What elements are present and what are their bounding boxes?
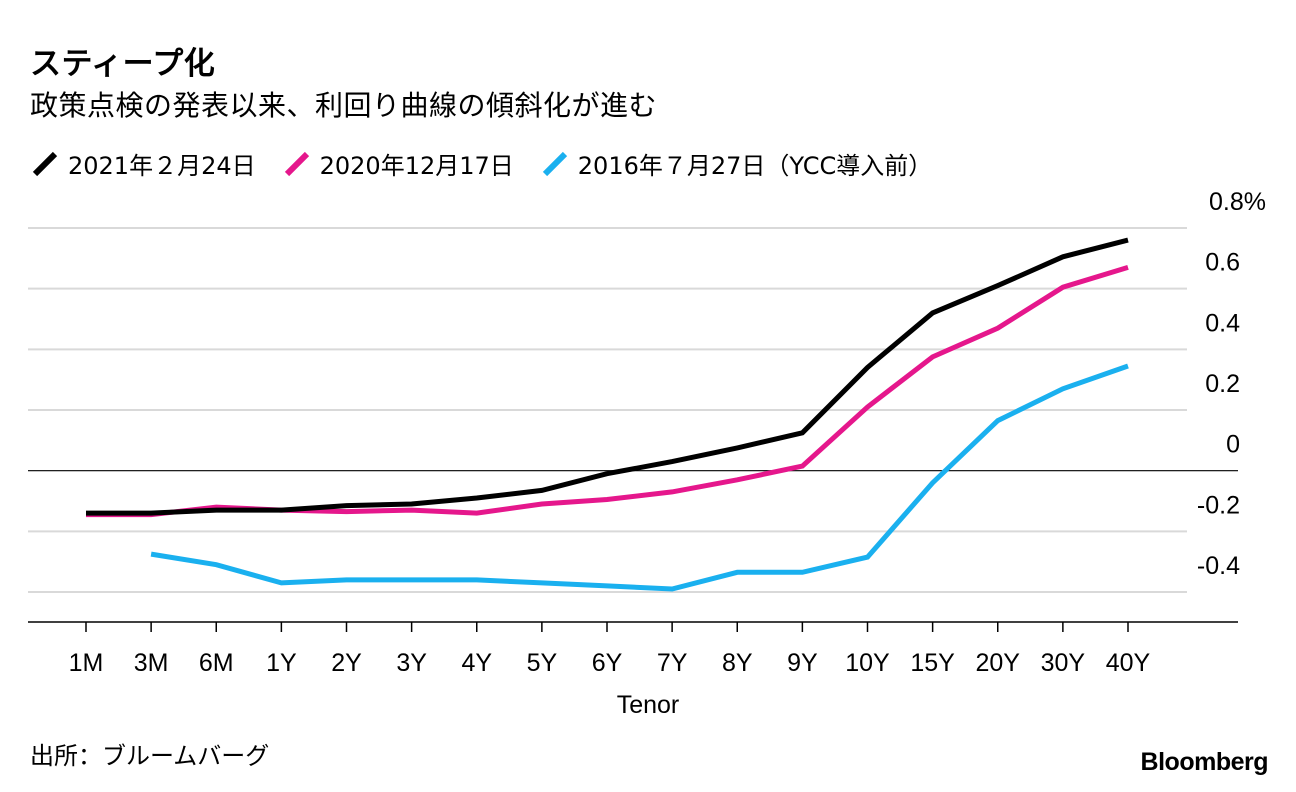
bloomberg-logo: Bloomberg xyxy=(1140,748,1269,776)
x-tick-label: 40Y xyxy=(1106,649,1151,677)
x-tick-label: 3M xyxy=(134,649,169,677)
legend-swatch-2020 xyxy=(284,151,309,176)
x-tick-label: 2Y xyxy=(331,649,362,677)
x-tick-label: 7Y xyxy=(657,649,688,677)
x-tick-label: 4Y xyxy=(461,649,492,677)
series-line-0 xyxy=(86,237,1129,516)
x-tick-label: 6Y xyxy=(592,649,623,677)
x-tick-label: 30Y xyxy=(1041,649,1086,677)
x-tick-label: 10Y xyxy=(845,649,890,677)
x-axis-title: Tenor xyxy=(617,691,680,719)
x-tick-label: 5Y xyxy=(527,649,558,677)
legend: 2021年２月24日 2020年12月17日 2016年７月27日（YCC導入前… xyxy=(30,146,958,181)
legend-swatch-2016 xyxy=(542,151,567,176)
legend-label-2016: 2016年７月27日（YCC導入前） xyxy=(577,152,933,180)
source-note: 出所：ブルームバーグ xyxy=(30,742,270,770)
x-tick-label: 9Y xyxy=(787,649,818,677)
chart-subtitle: 政策点検の発表以来、利回り曲線の傾斜化が進む xyxy=(30,89,658,122)
y-tick-label: 0.6 xyxy=(1205,249,1240,277)
y-tick-label: 0.8% xyxy=(1209,188,1266,216)
x-tick-label: 20Y xyxy=(976,649,1021,677)
x-tick-label: 3Y xyxy=(396,649,427,677)
y-tick-label: -0.2 xyxy=(1197,491,1240,519)
legend-item-2016: 2016年７月27日（YCC導入前） xyxy=(540,146,932,181)
x-tick-label: 1Y xyxy=(266,649,297,677)
x-tick-label: 15Y xyxy=(910,649,955,677)
chart-title: スティープ化 xyxy=(30,46,216,82)
y-tick-label: 0.4 xyxy=(1205,309,1240,337)
x-tick-label: 1M xyxy=(69,649,104,677)
series-line-2 xyxy=(150,363,1129,592)
x-tick-label: 8Y xyxy=(722,649,753,677)
y-tick-label: 0.2 xyxy=(1205,370,1240,398)
legend-item-2021: 2021年２月24日 xyxy=(30,146,256,181)
legend-swatch-2021 xyxy=(32,151,58,176)
legend-item-2020: 2020年12月17日 xyxy=(282,146,514,181)
x-tick-label: 6M xyxy=(199,649,234,677)
legend-label-2021: 2021年２月24日 xyxy=(68,152,256,180)
y-tick-label: 0 xyxy=(1226,431,1240,459)
y-tick-label: -0.4 xyxy=(1197,552,1240,580)
legend-label-2020: 2020年12月17日 xyxy=(319,152,514,180)
series-line-1 xyxy=(86,265,1129,518)
